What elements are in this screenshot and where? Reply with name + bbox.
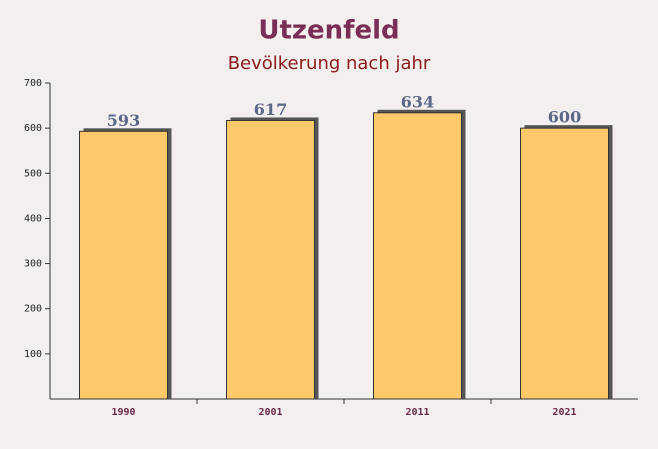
value-label: 617 [254, 100, 287, 119]
bar [79, 130, 168, 400]
value-label: 634 [401, 92, 434, 111]
bar [520, 127, 609, 400]
x-tick-label: 2011 [405, 407, 429, 418]
y-tick-label: 500 [24, 168, 42, 179]
value-label: 593 [107, 111, 140, 130]
value-label: 600 [548, 108, 581, 127]
y-tick-label: 400 [24, 213, 42, 224]
chart-title: Utzenfeld [258, 16, 399, 46]
y-tick-label: 100 [24, 349, 42, 360]
bar [373, 112, 462, 400]
y-tick-label: 600 [24, 123, 42, 134]
y-tick-label: 700 [24, 78, 42, 89]
y-tick-label: 300 [24, 259, 42, 270]
x-tick-label: 2021 [552, 407, 576, 418]
y-tick-label: 200 [24, 304, 42, 315]
x-tick-label: 2001 [258, 407, 282, 418]
x-tick-label: 1990 [111, 407, 135, 418]
bar [226, 119, 315, 400]
chart-subtitle: Bevölkerung nach jahr [228, 53, 431, 74]
